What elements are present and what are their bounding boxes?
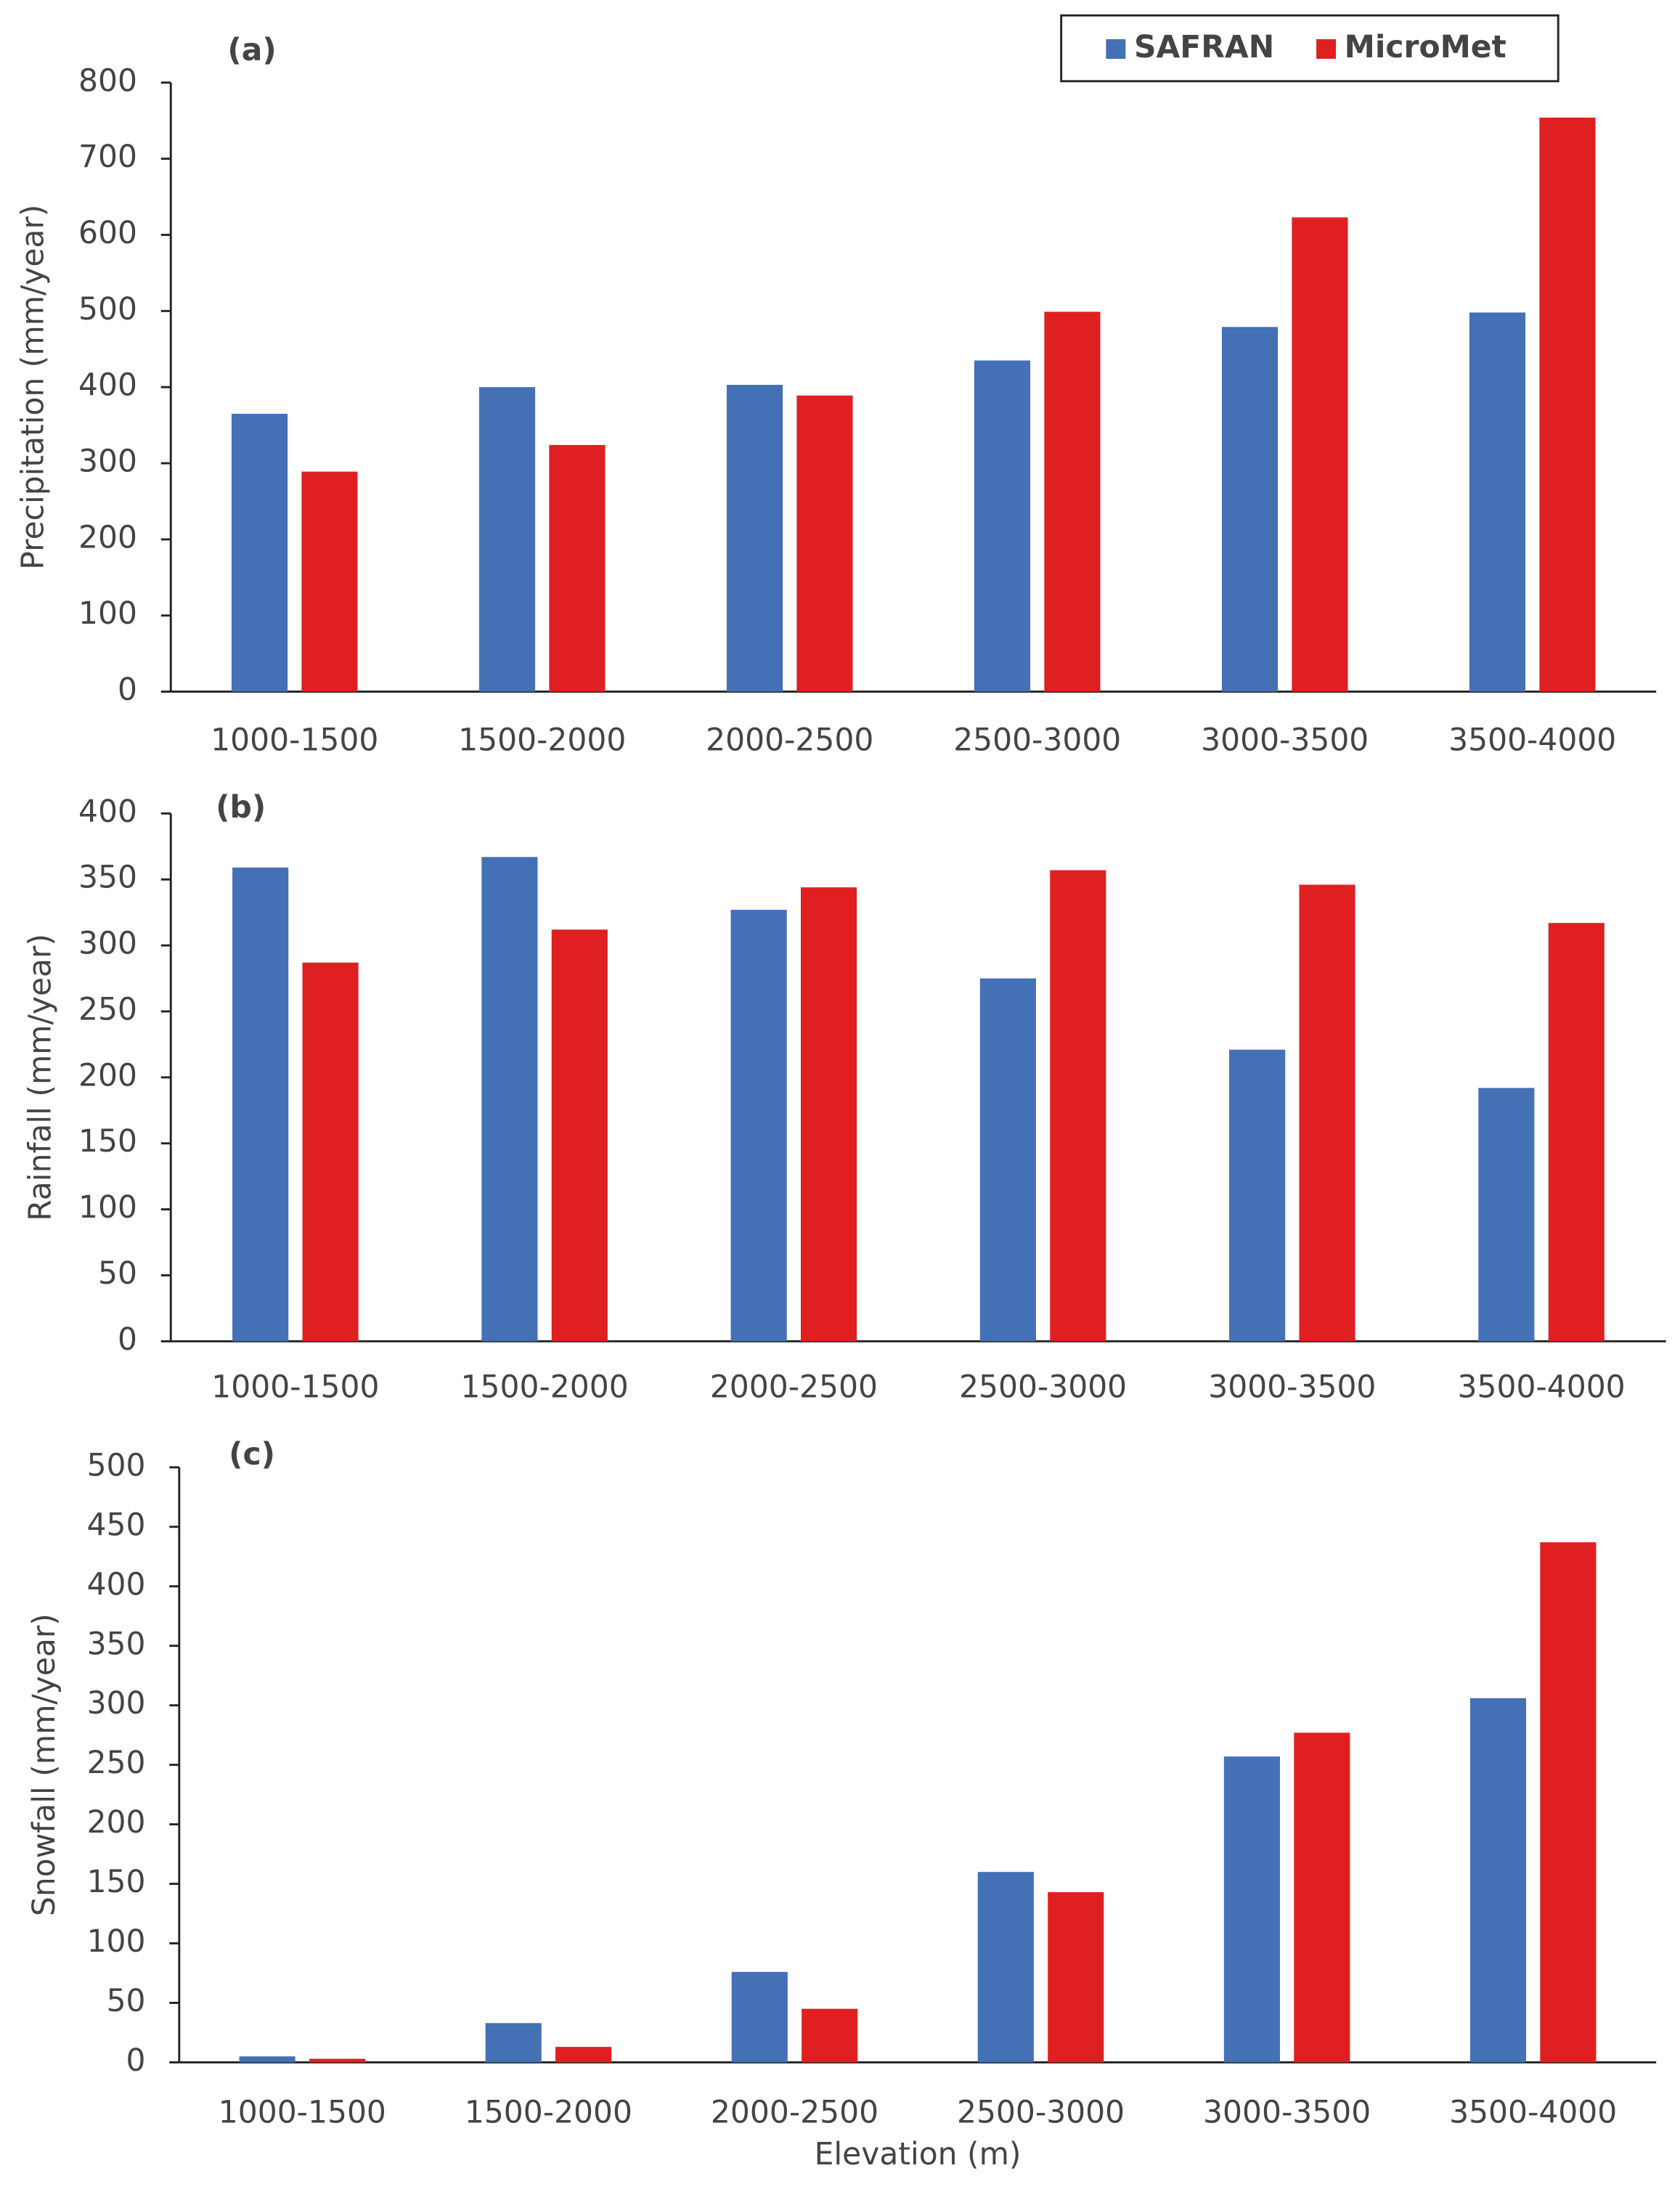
bar — [1044, 311, 1101, 692]
bar — [1539, 118, 1596, 692]
bar — [555, 2047, 612, 2063]
bar — [1299, 884, 1355, 1342]
x-tick-label: 1000-1500 — [211, 1369, 379, 1405]
bar — [1294, 1732, 1350, 2063]
y-tick-label: 700 — [78, 139, 137, 175]
bar — [1223, 1756, 1280, 2063]
bar — [485, 2023, 542, 2063]
x-tick-label: 2000-2500 — [711, 2095, 878, 2130]
x-tick-label: 1000-1500 — [219, 2095, 386, 2130]
bar — [478, 387, 536, 692]
bar — [979, 978, 1036, 1342]
bar — [551, 929, 608, 1342]
x-axis-label: Elevation (m) — [815, 2137, 1022, 2172]
bar — [301, 471, 358, 692]
bar — [481, 857, 538, 1342]
legend-box — [1060, 14, 1559, 83]
bar — [302, 962, 359, 1342]
y-tick-label: 100 — [78, 596, 137, 632]
x-tick-label: 3500-4000 — [1448, 723, 1616, 759]
y-tick-label: 800 — [78, 63, 137, 99]
y-axis-label: Snowfall (mm/year) — [27, 1613, 62, 1916]
bar — [1050, 870, 1106, 1342]
x-tick-label: 1500-2000 — [465, 2095, 632, 2130]
y-tick-label: 500 — [87, 1448, 146, 1483]
y-tick-label: 350 — [87, 1626, 146, 1662]
y-tick-label: 300 — [78, 444, 137, 480]
bar — [1540, 1542, 1597, 2063]
x-tick-label: 2000-2500 — [706, 723, 873, 759]
bar — [1221, 327, 1279, 692]
bar — [801, 887, 857, 1342]
y-tick-label: 50 — [98, 1256, 137, 1292]
bar — [802, 2008, 858, 2063]
x-tick-label: 3000-3500 — [1201, 723, 1369, 759]
bar — [231, 413, 288, 692]
legend-swatch — [1316, 38, 1337, 59]
x-tick-label: 3000-3500 — [1203, 2095, 1371, 2130]
y-tick-label: 0 — [126, 2043, 146, 2079]
bar — [549, 444, 605, 692]
bar — [232, 867, 289, 1342]
x-tick-label: 2500-3000 — [957, 2095, 1125, 2130]
x-tick-label: 1000-1500 — [211, 723, 378, 759]
bar — [1478, 1088, 1535, 1342]
y-tick-label: 200 — [78, 520, 137, 555]
y-tick-label: 400 — [87, 1567, 146, 1602]
legend-swatch — [1106, 38, 1126, 59]
y-tick-label: 250 — [87, 1745, 146, 1781]
y-tick-label: 350 — [78, 860, 137, 896]
bar — [1229, 1049, 1286, 1342]
y-tick-label: 100 — [78, 1190, 137, 1226]
legend-label: MicroMet — [1345, 30, 1506, 65]
panel-label: (c) — [229, 1437, 275, 1472]
x-tick-label: 3500-4000 — [1458, 1369, 1626, 1405]
y-tick-label: 300 — [87, 1686, 146, 1722]
y-tick-label: 400 — [78, 794, 137, 830]
x-tick-label: 1500-2000 — [461, 1369, 629, 1405]
bar — [730, 910, 787, 1342]
y-tick-label: 0 — [118, 672, 137, 708]
y-tick-label: 300 — [78, 926, 137, 962]
x-tick-label: 2500-3000 — [953, 723, 1121, 759]
y-tick-label: 500 — [78, 292, 137, 327]
y-tick-label: 250 — [78, 992, 137, 1027]
y-tick-label: 200 — [87, 1805, 146, 1841]
panel-label: (a) — [227, 33, 276, 68]
y-tick-label: 150 — [87, 1865, 146, 1900]
bar — [1048, 1892, 1104, 2063]
y-tick-label: 150 — [78, 1124, 137, 1160]
bar — [309, 2058, 366, 2063]
y-axis-label: Precipitation (mm/year) — [16, 205, 52, 570]
bar — [726, 385, 783, 692]
x-tick-label: 2500-3000 — [959, 1369, 1127, 1405]
y-tick-label: 200 — [78, 1058, 137, 1093]
y-tick-label: 0 — [118, 1322, 137, 1358]
x-tick-label: 1500-2000 — [458, 723, 626, 759]
legend-label: SAFRAN — [1134, 30, 1274, 65]
bar — [731, 1971, 788, 2063]
y-tick-label: 450 — [87, 1507, 146, 1543]
y-tick-label: 100 — [87, 1924, 146, 1960]
bar — [977, 1872, 1034, 2063]
panel-label: (b) — [216, 790, 266, 826]
y-tick-label: 50 — [107, 1984, 146, 2019]
bar — [796, 395, 853, 692]
y-tick-label: 600 — [78, 216, 137, 251]
bar — [1548, 923, 1604, 1342]
y-tick-label: 400 — [78, 368, 137, 404]
x-tick-label: 2000-2500 — [710, 1369, 878, 1405]
x-tick-label: 3000-3500 — [1208, 1369, 1376, 1405]
bar — [1469, 312, 1526, 692]
bar — [974, 360, 1031, 692]
y-axis-label: Rainfall (mm/year) — [23, 934, 58, 1221]
bar — [1292, 217, 1348, 692]
bar — [1469, 1698, 1527, 2063]
bar — [239, 2056, 295, 2063]
x-tick-label: 3500-4000 — [1449, 2095, 1617, 2130]
